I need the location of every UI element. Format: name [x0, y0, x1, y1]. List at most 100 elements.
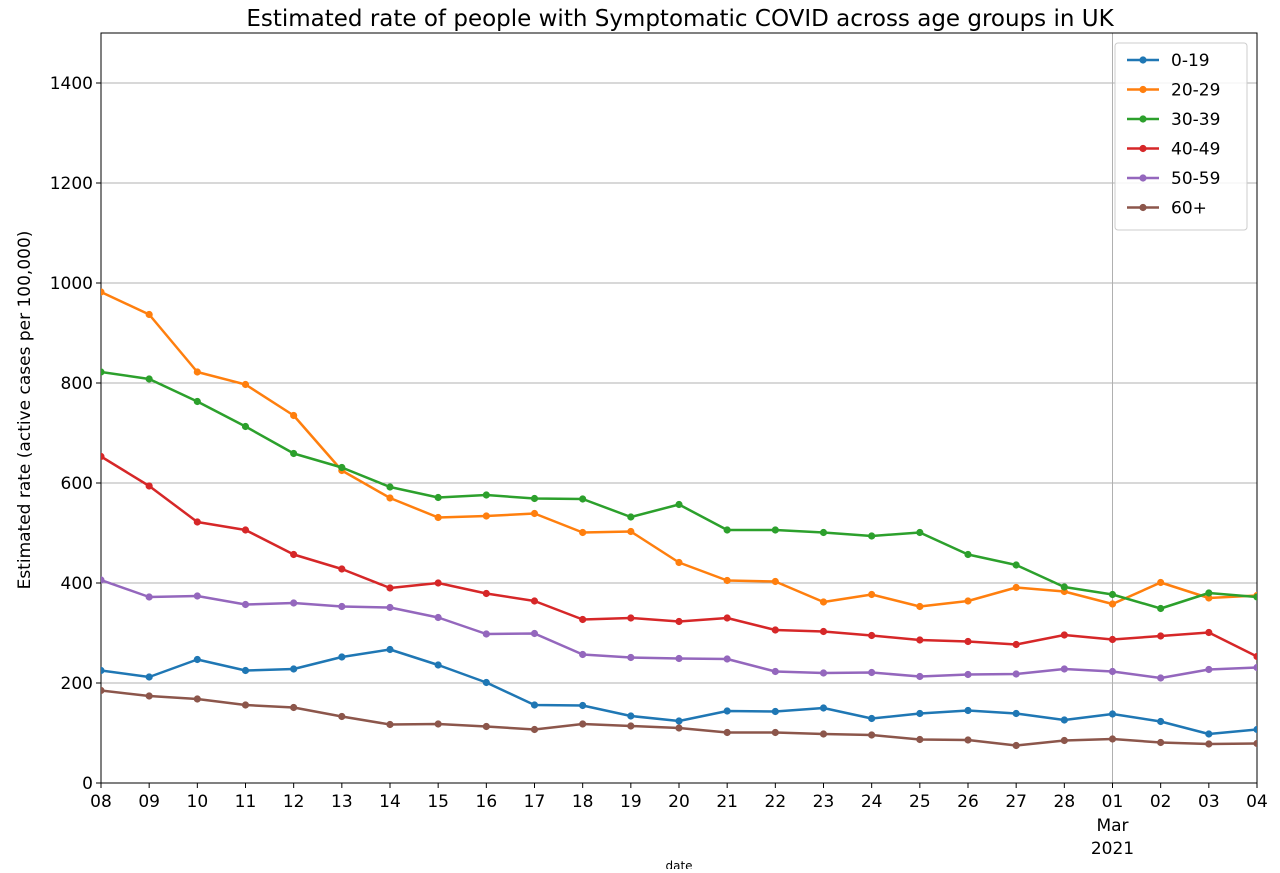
x-year-label: 2021 [1091, 839, 1134, 859]
y-tick-label: 1200 [50, 174, 93, 194]
data-point [868, 731, 876, 739]
data-point [1060, 736, 1068, 745]
data-point [1253, 663, 1257, 672]
chart-title: Estimated rate of people with Symptomati… [246, 6, 1114, 32]
series-line [101, 370, 1257, 610]
data-point [386, 645, 394, 654]
data-point [964, 550, 972, 559]
x-tick-label: 21 [716, 792, 738, 812]
data-point [964, 736, 972, 744]
data-point [145, 593, 153, 601]
data-point [1060, 665, 1068, 673]
y-tick-label: 400 [61, 574, 93, 594]
data-point [193, 592, 201, 600]
data-point [241, 701, 250, 709]
data-point [1108, 735, 1117, 743]
legend-swatch-marker [1139, 144, 1147, 153]
x-tick-label: 13 [331, 792, 353, 812]
data-point [434, 720, 442, 728]
legend-item: 20-29 [1127, 81, 1220, 101]
legend-swatch-marker [1139, 56, 1147, 64]
x-tick-label: 08 [90, 792, 112, 812]
x-tick-label: 22 [765, 792, 787, 812]
legend-label: 0-19 [1171, 51, 1210, 71]
data-point [530, 701, 539, 709]
data-point [964, 597, 972, 605]
data-point [1060, 583, 1068, 591]
data-point [1157, 738, 1165, 747]
data-point [1012, 640, 1020, 649]
legend-item: 30-39 [1127, 110, 1220, 130]
data-point [193, 695, 201, 703]
data-point [1157, 578, 1165, 587]
data-point [193, 655, 201, 664]
data-point [386, 584, 394, 592]
x-month-label: Mar [1096, 816, 1128, 836]
data-point [675, 500, 683, 509]
data-point [145, 692, 153, 700]
x-tick-label: 27 [1005, 792, 1027, 812]
data-point [338, 565, 346, 573]
data-point [386, 720, 394, 729]
data-point [1205, 628, 1213, 637]
data-point [1012, 709, 1020, 718]
data-point [434, 513, 442, 522]
data-point [145, 482, 153, 490]
data-point [241, 526, 250, 534]
y-tick-label: 1000 [50, 274, 93, 294]
series-60+ [101, 686, 1257, 750]
series-40-49 [101, 452, 1257, 661]
x-tick-label: 11 [235, 792, 257, 812]
data-point [101, 368, 105, 376]
x-tick-label: 14 [379, 792, 401, 812]
data-point [819, 704, 828, 712]
data-point [290, 665, 298, 673]
data-point [1012, 583, 1020, 592]
data-point [1108, 710, 1117, 718]
x-axis-label: date [665, 859, 692, 869]
data-point [579, 701, 587, 710]
data-point [1012, 741, 1020, 750]
x-tick-label: 16 [476, 792, 498, 812]
y-axis-label: Estimated rate (active cases per 100,000… [15, 231, 35, 590]
data-point [916, 709, 924, 718]
legend: 0-19 20-29 30-39 40-49 50-59 60+ [1114, 42, 1248, 231]
data-point [723, 655, 731, 663]
data-point [868, 668, 876, 677]
data-point [723, 526, 731, 534]
data-point [723, 707, 731, 715]
data-point [1157, 632, 1165, 640]
data-point [338, 653, 346, 661]
legend-item: 0-19 [1127, 51, 1210, 71]
series-line [101, 455, 1257, 658]
data-point [579, 720, 587, 728]
data-point [482, 630, 490, 638]
legend-swatch-marker [1139, 203, 1147, 212]
x-tick-label: 12 [283, 792, 305, 812]
data-point [675, 654, 683, 663]
legend-label: 30-39 [1171, 110, 1220, 130]
data-point [1108, 667, 1117, 676]
data-point [1205, 740, 1213, 748]
data-point [530, 597, 539, 605]
data-point [482, 491, 490, 499]
x-tick-label: 24 [861, 792, 883, 812]
x-tick-label: 09 [138, 792, 160, 812]
data-point [868, 714, 876, 723]
data-point [386, 483, 394, 491]
legend-swatch-marker [1139, 115, 1147, 123]
x-tick-label: 18 [572, 792, 594, 812]
data-point [868, 532, 876, 540]
legend-swatch-marker [1139, 85, 1147, 94]
legend-item: 60+ [1127, 199, 1207, 219]
series-20-29 [101, 288, 1257, 611]
data-point [434, 661, 442, 669]
y-tick-label: 200 [61, 674, 93, 694]
data-point [241, 666, 250, 675]
legend-label: 20-29 [1171, 81, 1220, 101]
x-tick-label: 19 [620, 792, 642, 812]
data-point [771, 626, 779, 634]
data-point [723, 728, 731, 737]
data-point [579, 495, 587, 503]
series-30-39 [101, 368, 1257, 613]
